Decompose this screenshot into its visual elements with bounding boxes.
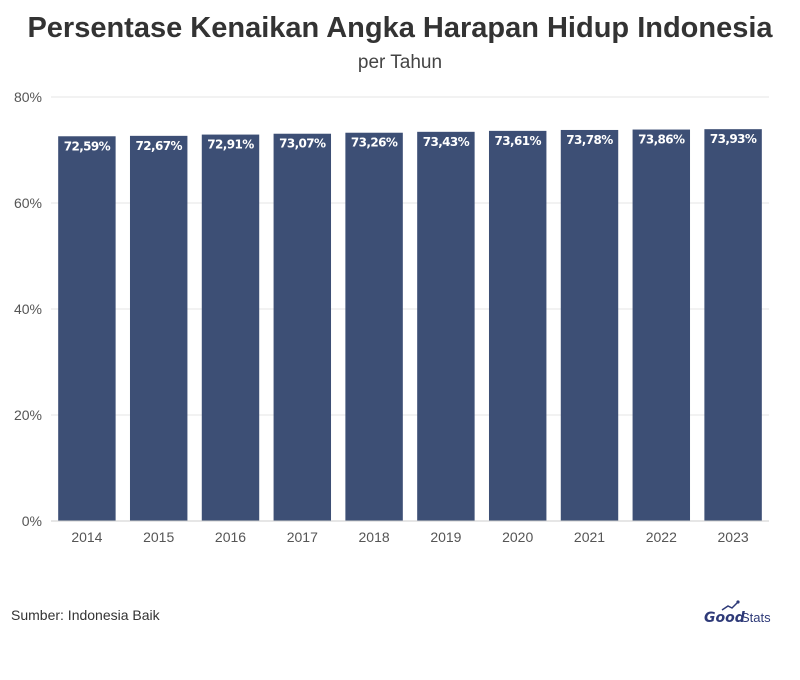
x-tick-label: 2021: [574, 529, 605, 545]
bar-2014: [58, 136, 116, 521]
bar-2020: [488, 130, 547, 521]
source-note: Sumber: Indonesia Baik: [11, 607, 160, 623]
bar-2017: [273, 133, 332, 521]
y-tick-label: 40%: [14, 301, 42, 317]
chart-title: Persentase Kenaikan Angka Harapan Hidup …: [27, 12, 773, 44]
y-axis-ticks: 0% 20% 40% 60% 80%: [14, 89, 42, 529]
logo-dot-icon: [736, 600, 740, 604]
chart-subtitle: per Tahun: [357, 52, 443, 73]
data-label-2022: 73,86%: [638, 133, 685, 147]
x-tick-label: 2017: [287, 529, 318, 545]
bars: [58, 129, 762, 522]
x-tick-label: 2014: [71, 529, 102, 545]
x-tick-label: 2022: [646, 529, 677, 545]
data-label-2014: 72,59%: [64, 139, 111, 153]
x-tick-label: 2018: [359, 529, 390, 545]
logo-trend-icon: [721, 601, 739, 611]
data-label-2017: 73,07%: [279, 137, 326, 151]
bar-2015: [129, 135, 188, 521]
y-tick-label: 60%: [14, 195, 42, 211]
logo-good-text: Good: [704, 610, 746, 626]
bar-2021: [560, 129, 619, 521]
data-label-2015: 72,67%: [136, 139, 183, 153]
y-tick-label: 0%: [22, 513, 42, 529]
data-labels: 72,59% 72,67% 72,91% 73,07% 73,26% 73,43% 73,6…: [64, 132, 758, 153]
bar-chart: 0%20%40%60%80% 72,59% 72,67% 72,91% 73,07% 7…: [14, 89, 769, 545]
x-tick-label: 2019: [430, 529, 461, 545]
x-axis-ticks: 2014 2015 2016 2017 2018 2019 2020 2021 2022 2023: [71, 529, 749, 545]
bar-2023: [704, 129, 762, 521]
x-tick-label: 2023: [718, 529, 749, 545]
bar-2022: [632, 129, 691, 522]
bar-2019: [417, 131, 475, 522]
logo-stats-text: Stats: [741, 610, 771, 625]
data-label-2018: 73,26%: [351, 136, 398, 150]
x-tick-label: 2016: [215, 529, 246, 545]
data-label-2021: 73,78%: [566, 133, 613, 147]
data-label-2016: 72,91%: [207, 138, 254, 152]
data-label-2020: 73,61%: [495, 134, 542, 148]
x-tick-label: 2020: [502, 529, 533, 545]
y-tick-label: 80%: [14, 89, 42, 105]
x-tick-label: 2015: [143, 529, 174, 545]
bar-2016: [201, 134, 260, 521]
data-label-2023: 73,93%: [710, 132, 757, 146]
data-label-2019: 73,43%: [423, 135, 470, 149]
bar-2018: [345, 132, 403, 522]
y-tick-label: 20%: [14, 407, 42, 423]
goodstats-logo: Good Stats: [704, 600, 771, 626]
